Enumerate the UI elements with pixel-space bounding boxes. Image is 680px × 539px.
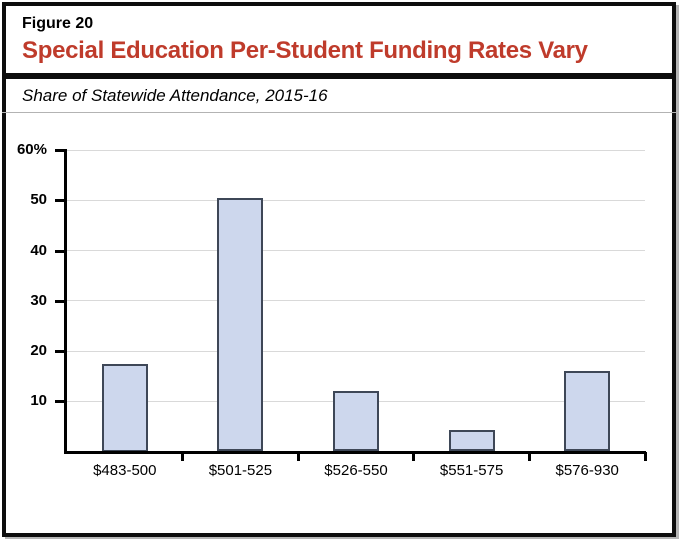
y-tick-label-60: 60% bbox=[16, 141, 47, 158]
x-tick-2 bbox=[296, 451, 300, 461]
x-axis-line bbox=[64, 450, 646, 454]
y-tick-40 bbox=[55, 249, 64, 253]
y-tick-50 bbox=[55, 199, 64, 203]
x-tick-4 bbox=[527, 451, 531, 461]
y-tick-60 bbox=[55, 149, 64, 152]
figure-number: Figure 20 bbox=[22, 15, 94, 32]
x-tick-label-$501-525: $501-525 bbox=[208, 461, 273, 479]
x-tick-label-$576-930: $576-930 bbox=[555, 461, 619, 479]
bar-$526-550 bbox=[333, 391, 379, 452]
gridline-40 bbox=[67, 250, 645, 251]
y-axis-line bbox=[64, 149, 67, 453]
x-tick-label-$483-500: $483-500 bbox=[93, 461, 157, 479]
y-tick-30 bbox=[55, 299, 64, 303]
x-tick-3 bbox=[412, 451, 416, 461]
y-tick-20 bbox=[55, 350, 64, 353]
y-tick-label-30: 30 bbox=[30, 291, 47, 309]
y-tick-10 bbox=[55, 400, 64, 404]
bar-$551-575 bbox=[448, 429, 495, 452]
y-tick-label-10: 10 bbox=[30, 392, 47, 410]
title-separator-rule bbox=[2, 73, 676, 79]
x-tick-label-$526-550: $526-550 bbox=[324, 461, 388, 479]
x-tick-label-$551-575: $551-575 bbox=[439, 461, 504, 479]
figure-title: Special Education Per-Student Funding Ra… bbox=[22, 37, 588, 64]
y-tick-label-40: 40 bbox=[30, 241, 47, 259]
x-tick-5 bbox=[643, 451, 647, 461]
gridline-60 bbox=[67, 149, 645, 151]
x-tick-1 bbox=[181, 451, 185, 461]
bar-$501-525 bbox=[217, 198, 264, 452]
chart-subtitle: Share of Statewide Attendance, 2015-16 bbox=[22, 86, 328, 105]
bar-$483-500 bbox=[101, 363, 148, 452]
subtitle-separator-rule bbox=[2, 112, 676, 113]
gridline-50 bbox=[67, 199, 645, 201]
y-tick-label-50: 50 bbox=[30, 191, 47, 209]
y-tick-label-20: 20 bbox=[30, 342, 47, 359]
gridline-20 bbox=[67, 350, 645, 352]
gridline-30 bbox=[67, 300, 645, 302]
bar-$576-930 bbox=[564, 370, 611, 452]
